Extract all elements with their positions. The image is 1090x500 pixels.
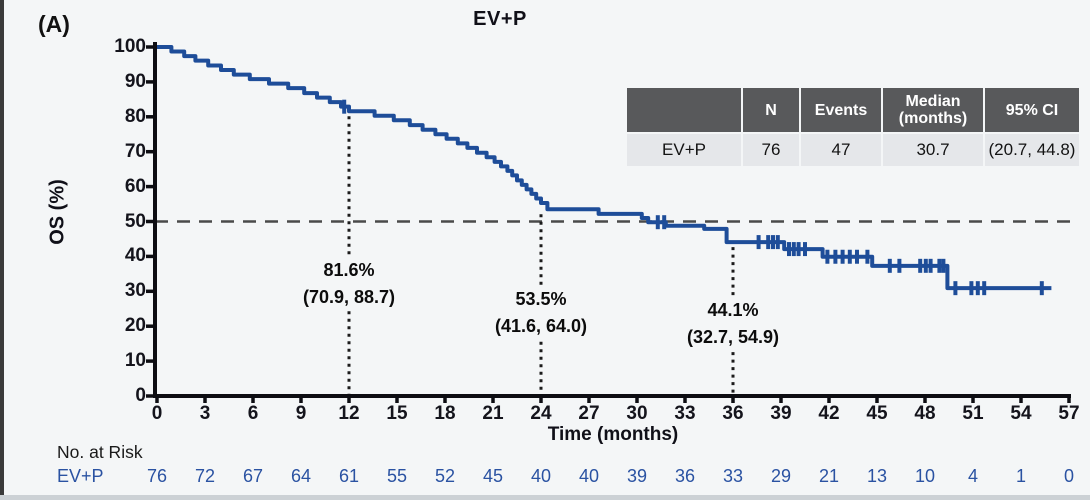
- y-tick-label: 0: [135, 385, 146, 406]
- risk-value: 21: [818, 466, 840, 486]
- y-tick-label: 40: [124, 245, 146, 267]
- y-tick-label: 70: [124, 140, 146, 162]
- x-tick-label: 54: [1010, 403, 1032, 424]
- risk-value: 13: [866, 466, 888, 486]
- panel-label: (A): [38, 11, 70, 37]
- y-tick-label: 90: [124, 70, 146, 92]
- x-tick-label: 12: [338, 403, 360, 424]
- x-tick-label: 30: [626, 403, 648, 424]
- x-tick-label: 45: [866, 403, 888, 424]
- y-tick-label: 30: [124, 280, 146, 302]
- summary-cell-n: 76: [741, 132, 800, 166]
- x-axis-title: Time (months): [547, 424, 679, 445]
- summary-cell-label: EV+P: [627, 132, 742, 166]
- risk-value: 64: [290, 466, 312, 486]
- x-tick-label: 9: [295, 403, 307, 424]
- x-tick-label: 39: [770, 403, 792, 424]
- y-tick-label: 10: [124, 350, 146, 372]
- x-tick-label: 0: [151, 403, 163, 424]
- annotation-estimate: 81.6%: [323, 260, 375, 280]
- risk-value: 52: [434, 466, 456, 486]
- y-tick-label: 50: [124, 210, 146, 232]
- risk-value: 76: [146, 466, 168, 486]
- chart-title: EV+P: [473, 8, 527, 30]
- annotation-24-months: 53.5% (41.6, 64.0): [489, 286, 593, 340]
- y-tick-label: 20: [124, 315, 146, 337]
- risk-value: 1: [1015, 466, 1026, 486]
- x-tick-label: 3: [199, 403, 211, 424]
- summary-header-n: N: [741, 88, 800, 133]
- x-tick-label: 57: [1058, 403, 1080, 424]
- annotation-12-months: 81.6% (70.9, 88.7): [297, 257, 401, 311]
- x-tick-label: 15: [386, 403, 408, 424]
- annotation-estimate: 44.1%: [707, 300, 759, 320]
- summary-table-data-row: EV+P 76 47 30.7 (20.7, 44.8): [627, 132, 1079, 166]
- x-tick-label: 27: [578, 403, 600, 424]
- annotation-ci: (70.9, 88.7): [302, 287, 396, 307]
- summary-header-events: Events: [799, 88, 882, 133]
- annotation-ci: (32.7, 54.9): [686, 327, 780, 347]
- summary-cell-events: 47: [799, 132, 882, 166]
- risk-value: 0: [1063, 466, 1074, 486]
- risk-value: 61: [338, 466, 360, 486]
- x-tick-label: 18: [434, 403, 456, 424]
- x-tick-label: 33: [674, 403, 696, 424]
- risk-value: 29: [770, 466, 792, 486]
- risk-value: 55: [386, 466, 408, 486]
- x-tick-label: 48: [914, 403, 936, 424]
- x-tick-label: 6: [247, 403, 259, 424]
- risk-value: 39: [626, 466, 648, 486]
- bottom-edge-strip: [0, 495, 1090, 500]
- summary-cell-ci: (20.7, 44.8): [983, 132, 1079, 166]
- annotation-estimate: 53.5%: [515, 289, 567, 309]
- x-tick-label: 42: [818, 403, 840, 424]
- risk-table-title: No. at Risk: [57, 442, 143, 462]
- risk-value: 67: [242, 466, 264, 486]
- summary-header-ci: 95% CI: [983, 88, 1079, 133]
- annotation-36-months: 44.1% (32.7, 54.9): [681, 297, 785, 351]
- risk-value: 4: [967, 466, 978, 486]
- summary-table-header-row: N Events Median (months) 95% CI: [627, 88, 1079, 133]
- summary-header-blank: [627, 88, 742, 133]
- risk-value: 33: [722, 466, 744, 486]
- risk-value: 10: [914, 466, 936, 486]
- summary-cell-median: 30.7: [881, 132, 984, 166]
- y-tick-label: 100: [114, 36, 146, 57]
- x-tick-label: 24: [530, 403, 552, 424]
- risk-value: 36: [674, 466, 696, 486]
- km-survival-curve: [157, 45, 1052, 291]
- x-tick-label: 36: [722, 403, 744, 424]
- x-tick-label: 51: [962, 403, 984, 424]
- risk-value: 72: [194, 466, 216, 486]
- y-tick-label: 80: [124, 105, 146, 127]
- summary-table: N Events Median (months) 95% CI EV+P 76 4…: [627, 88, 1079, 166]
- risk-value: 45: [482, 466, 504, 486]
- risk-value: 40: [578, 466, 600, 486]
- summary-header-median: Median (months): [881, 88, 984, 133]
- left-edge-strip: [0, 0, 4, 500]
- annotation-ci: (41.6, 64.0): [494, 316, 588, 336]
- y-tick-label: 60: [124, 175, 146, 197]
- risk-row-label: EV+P: [57, 466, 104, 486]
- x-tick-label: 21: [482, 403, 504, 424]
- risk-value: 40: [530, 466, 552, 486]
